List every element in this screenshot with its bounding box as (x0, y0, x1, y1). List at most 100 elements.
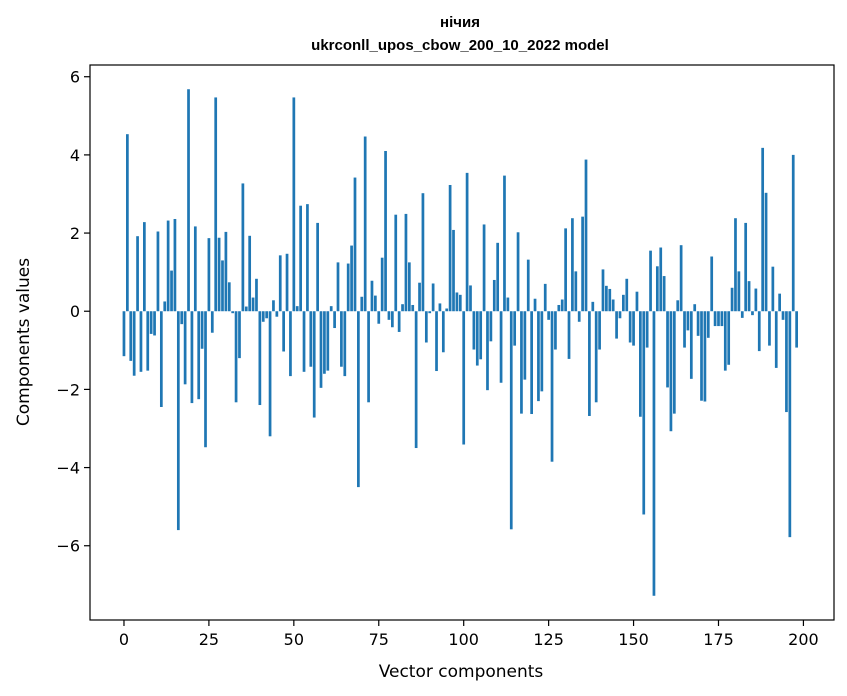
bar (757, 311, 761, 352)
y-tick-label: −6 (56, 537, 80, 556)
bar (265, 311, 269, 319)
bar (625, 278, 629, 312)
bar (411, 304, 415, 312)
bar (503, 175, 506, 312)
bar (391, 311, 394, 328)
bar (377, 311, 381, 324)
bar (234, 311, 238, 403)
x-axis-ticks: 0 25 50 75 100 125 150 175 200 (119, 620, 819, 649)
bar (622, 294, 625, 312)
bar (306, 204, 309, 312)
x-tick-label: 50 (284, 630, 304, 649)
bar (754, 288, 758, 312)
bar (611, 299, 615, 312)
bar (289, 311, 292, 377)
bar (329, 306, 333, 312)
bar (601, 269, 605, 312)
bar (421, 193, 425, 312)
bar (343, 311, 347, 377)
bar (146, 311, 150, 371)
bar (520, 311, 523, 414)
bar (778, 293, 781, 312)
bar (166, 220, 170, 312)
bar (618, 311, 622, 319)
bar (662, 276, 666, 312)
bar (489, 311, 493, 342)
bar (591, 301, 595, 312)
bar (547, 311, 550, 320)
bar (537, 311, 540, 402)
bar (285, 253, 289, 312)
x-axis-label: Vector components (379, 662, 544, 682)
bar (703, 311, 707, 402)
bar (530, 311, 533, 415)
bar (414, 311, 418, 449)
bar (588, 311, 591, 416)
bar (176, 311, 180, 531)
bar (496, 242, 500, 312)
bar (231, 311, 235, 314)
bar (666, 311, 669, 388)
bar (479, 311, 483, 360)
bar (509, 311, 513, 530)
bar (278, 255, 282, 312)
bar (445, 308, 449, 312)
bar (438, 303, 442, 312)
bar (768, 311, 771, 346)
bar (428, 311, 432, 314)
bar (268, 311, 272, 437)
bar (387, 311, 391, 320)
bar (309, 311, 313, 367)
y-tick-label: −2 (56, 380, 80, 399)
bar (143, 222, 146, 312)
bar (397, 311, 401, 332)
bar (227, 282, 231, 312)
x-tick-label: 150 (618, 630, 649, 649)
bar (693, 304, 697, 312)
bar (628, 311, 632, 343)
bar (207, 238, 211, 312)
bar (475, 311, 479, 366)
bar (683, 311, 686, 348)
bar (608, 288, 612, 312)
bar (170, 270, 173, 312)
bar (210, 311, 214, 333)
bar (295, 306, 299, 312)
bar (472, 311, 476, 350)
bar (571, 218, 574, 312)
bar (346, 263, 350, 312)
bar (774, 311, 778, 368)
bar (323, 311, 326, 374)
bar (676, 300, 680, 312)
bar (340, 311, 343, 367)
bar (183, 311, 187, 385)
bar (350, 245, 353, 312)
bar (696, 311, 700, 336)
bar (791, 154, 795, 312)
bar (424, 311, 428, 343)
bar (326, 311, 330, 371)
bar (523, 311, 527, 380)
bar (173, 218, 177, 312)
bar (458, 294, 462, 312)
bar (554, 311, 557, 350)
bar (492, 279, 496, 312)
chart-title: нічия (440, 14, 480, 31)
bar (200, 311, 204, 349)
bar (700, 311, 703, 401)
bar (567, 311, 571, 359)
bar (785, 311, 788, 413)
bar (615, 311, 618, 339)
bar (435, 311, 438, 372)
bar (642, 311, 646, 515)
bar (706, 311, 710, 338)
bar (482, 224, 486, 312)
y-tick-label: 6 (70, 68, 80, 87)
bar (533, 298, 537, 312)
bar (781, 311, 785, 320)
bar (156, 231, 160, 312)
y-axis-label: Components values (14, 258, 34, 426)
y-tick-label: 2 (70, 224, 80, 243)
bar (204, 311, 207, 448)
y-tick-label: 4 (70, 146, 80, 165)
